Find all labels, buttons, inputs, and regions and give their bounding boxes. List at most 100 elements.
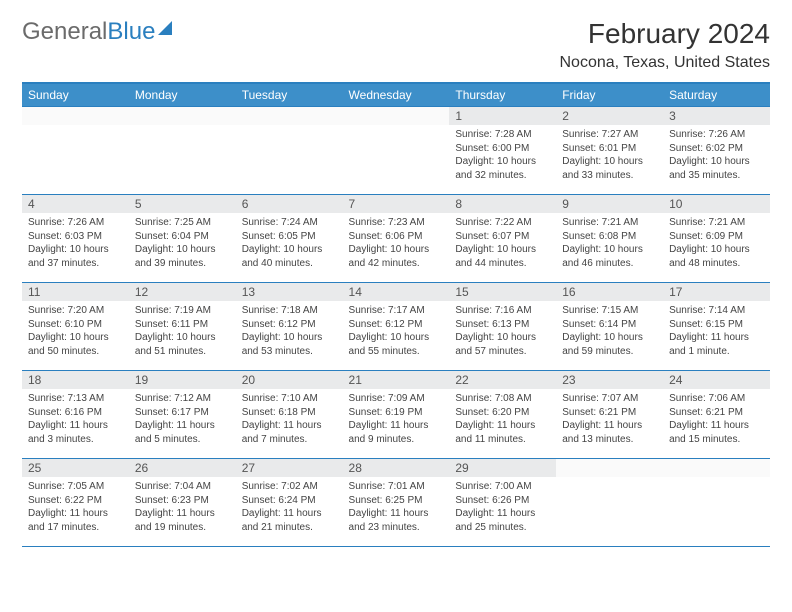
calendar-day-cell: 5Sunrise: 7:25 AMSunset: 6:04 PMDaylight…	[129, 195, 236, 283]
calendar-day-cell: 25Sunrise: 7:05 AMSunset: 6:22 PMDayligh…	[22, 459, 129, 547]
day-details: Sunrise: 7:06 AMSunset: 6:21 PMDaylight:…	[663, 389, 770, 450]
header: GeneralBlue February 2024 Nocona, Texas,…	[22, 18, 770, 72]
brand-part2: Blue	[107, 18, 155, 46]
title-block: February 2024 Nocona, Texas, United Stat…	[560, 18, 771, 72]
day-number-bar: 23	[556, 371, 663, 389]
day-number-bar: 7	[343, 195, 450, 213]
day-number-bar: 1	[449, 107, 556, 125]
day-details: Sunrise: 7:01 AMSunset: 6:25 PMDaylight:…	[343, 477, 450, 538]
calendar-day-cell: 6Sunrise: 7:24 AMSunset: 6:05 PMDaylight…	[236, 195, 343, 283]
calendar-day-cell: 1Sunrise: 7:28 AMSunset: 6:00 PMDaylight…	[449, 107, 556, 195]
weekday-header: Thursday	[449, 83, 556, 107]
weekday-header: Friday	[556, 83, 663, 107]
calendar-day-cell: 27Sunrise: 7:02 AMSunset: 6:24 PMDayligh…	[236, 459, 343, 547]
calendar-day-cell: 3Sunrise: 7:26 AMSunset: 6:02 PMDaylight…	[663, 107, 770, 195]
day-details: Sunrise: 7:10 AMSunset: 6:18 PMDaylight:…	[236, 389, 343, 450]
calendar-day-cell: 17Sunrise: 7:14 AMSunset: 6:15 PMDayligh…	[663, 283, 770, 371]
day-details: Sunrise: 7:13 AMSunset: 6:16 PMDaylight:…	[22, 389, 129, 450]
day-number-bar: 6	[236, 195, 343, 213]
calendar-day-cell: 29Sunrise: 7:00 AMSunset: 6:26 PMDayligh…	[449, 459, 556, 547]
day-details: Sunrise: 7:04 AMSunset: 6:23 PMDaylight:…	[129, 477, 236, 538]
calendar-empty-cell	[129, 107, 236, 195]
day-number-bar: 3	[663, 107, 770, 125]
weekday-header: Wednesday	[343, 83, 450, 107]
day-number-bar: 22	[449, 371, 556, 389]
day-number-bar: 20	[236, 371, 343, 389]
weekday-header: Saturday	[663, 83, 770, 107]
calendar-empty-cell	[236, 107, 343, 195]
day-number-bar: 26	[129, 459, 236, 477]
day-details: Sunrise: 7:09 AMSunset: 6:19 PMDaylight:…	[343, 389, 450, 450]
day-details: Sunrise: 7:26 AMSunset: 6:02 PMDaylight:…	[663, 125, 770, 186]
calendar-week-row: 25Sunrise: 7:05 AMSunset: 6:22 PMDayligh…	[22, 459, 770, 547]
day-number-bar	[22, 107, 129, 125]
day-details: Sunrise: 7:02 AMSunset: 6:24 PMDaylight:…	[236, 477, 343, 538]
day-details: Sunrise: 7:25 AMSunset: 6:04 PMDaylight:…	[129, 213, 236, 274]
calendar-day-cell: 24Sunrise: 7:06 AMSunset: 6:21 PMDayligh…	[663, 371, 770, 459]
day-number-bar: 18	[22, 371, 129, 389]
calendar-week-row: 18Sunrise: 7:13 AMSunset: 6:16 PMDayligh…	[22, 371, 770, 459]
day-details: Sunrise: 7:12 AMSunset: 6:17 PMDaylight:…	[129, 389, 236, 450]
day-details: Sunrise: 7:00 AMSunset: 6:26 PMDaylight:…	[449, 477, 556, 538]
calendar-day-cell: 2Sunrise: 7:27 AMSunset: 6:01 PMDaylight…	[556, 107, 663, 195]
location-label: Nocona, Texas, United States	[560, 54, 771, 72]
calendar-day-cell: 28Sunrise: 7:01 AMSunset: 6:25 PMDayligh…	[343, 459, 450, 547]
day-number-bar: 16	[556, 283, 663, 301]
calendar-day-cell: 19Sunrise: 7:12 AMSunset: 6:17 PMDayligh…	[129, 371, 236, 459]
calendar-day-cell: 12Sunrise: 7:19 AMSunset: 6:11 PMDayligh…	[129, 283, 236, 371]
calendar-day-cell: 20Sunrise: 7:10 AMSunset: 6:18 PMDayligh…	[236, 371, 343, 459]
day-number-bar: 28	[343, 459, 450, 477]
calendar-empty-cell	[556, 459, 663, 547]
day-details: Sunrise: 7:26 AMSunset: 6:03 PMDaylight:…	[22, 213, 129, 274]
calendar-day-cell: 21Sunrise: 7:09 AMSunset: 6:19 PMDayligh…	[343, 371, 450, 459]
calendar-day-cell: 8Sunrise: 7:22 AMSunset: 6:07 PMDaylight…	[449, 195, 556, 283]
calendar-day-cell: 7Sunrise: 7:23 AMSunset: 6:06 PMDaylight…	[343, 195, 450, 283]
day-number-bar: 25	[22, 459, 129, 477]
day-number-bar	[129, 107, 236, 125]
calendar-day-cell: 4Sunrise: 7:26 AMSunset: 6:03 PMDaylight…	[22, 195, 129, 283]
day-number-bar: 24	[663, 371, 770, 389]
day-details: Sunrise: 7:19 AMSunset: 6:11 PMDaylight:…	[129, 301, 236, 362]
day-details: Sunrise: 7:15 AMSunset: 6:14 PMDaylight:…	[556, 301, 663, 362]
day-number-bar: 21	[343, 371, 450, 389]
day-number-bar: 29	[449, 459, 556, 477]
day-number-bar: 8	[449, 195, 556, 213]
calendar-day-cell: 13Sunrise: 7:18 AMSunset: 6:12 PMDayligh…	[236, 283, 343, 371]
weekday-header: Tuesday	[236, 83, 343, 107]
calendar-day-cell: 16Sunrise: 7:15 AMSunset: 6:14 PMDayligh…	[556, 283, 663, 371]
day-number-bar: 4	[22, 195, 129, 213]
day-number-bar	[343, 107, 450, 125]
day-details: Sunrise: 7:21 AMSunset: 6:08 PMDaylight:…	[556, 213, 663, 274]
day-number-bar	[663, 459, 770, 477]
calendar-day-cell: 15Sunrise: 7:16 AMSunset: 6:13 PMDayligh…	[449, 283, 556, 371]
calendar-week-row: 11Sunrise: 7:20 AMSunset: 6:10 PMDayligh…	[22, 283, 770, 371]
calendar-empty-cell	[663, 459, 770, 547]
calendar-day-cell: 23Sunrise: 7:07 AMSunset: 6:21 PMDayligh…	[556, 371, 663, 459]
calendar-table: SundayMondayTuesdayWednesdayThursdayFrid…	[22, 82, 770, 547]
calendar-day-cell: 11Sunrise: 7:20 AMSunset: 6:10 PMDayligh…	[22, 283, 129, 371]
day-details: Sunrise: 7:21 AMSunset: 6:09 PMDaylight:…	[663, 213, 770, 274]
calendar-week-row: 4Sunrise: 7:26 AMSunset: 6:03 PMDaylight…	[22, 195, 770, 283]
day-details: Sunrise: 7:07 AMSunset: 6:21 PMDaylight:…	[556, 389, 663, 450]
calendar-day-cell: 22Sunrise: 7:08 AMSunset: 6:20 PMDayligh…	[449, 371, 556, 459]
month-title: February 2024	[560, 18, 771, 50]
day-number-bar: 9	[556, 195, 663, 213]
day-details: Sunrise: 7:17 AMSunset: 6:12 PMDaylight:…	[343, 301, 450, 362]
day-number-bar: 17	[663, 283, 770, 301]
weekday-header: Sunday	[22, 83, 129, 107]
day-number-bar: 14	[343, 283, 450, 301]
day-details: Sunrise: 7:27 AMSunset: 6:01 PMDaylight:…	[556, 125, 663, 186]
day-number-bar: 19	[129, 371, 236, 389]
day-details: Sunrise: 7:28 AMSunset: 6:00 PMDaylight:…	[449, 125, 556, 186]
day-number-bar: 15	[449, 283, 556, 301]
weekday-header: Monday	[129, 83, 236, 107]
day-number-bar: 13	[236, 283, 343, 301]
day-details: Sunrise: 7:24 AMSunset: 6:05 PMDaylight:…	[236, 213, 343, 274]
brand-logo: GeneralBlue	[22, 18, 172, 46]
calendar-week-row: 1Sunrise: 7:28 AMSunset: 6:00 PMDaylight…	[22, 107, 770, 195]
day-number-bar: 5	[129, 195, 236, 213]
day-details: Sunrise: 7:14 AMSunset: 6:15 PMDaylight:…	[663, 301, 770, 362]
day-details: Sunrise: 7:05 AMSunset: 6:22 PMDaylight:…	[22, 477, 129, 538]
calendar-day-cell: 9Sunrise: 7:21 AMSunset: 6:08 PMDaylight…	[556, 195, 663, 283]
day-details: Sunrise: 7:18 AMSunset: 6:12 PMDaylight:…	[236, 301, 343, 362]
